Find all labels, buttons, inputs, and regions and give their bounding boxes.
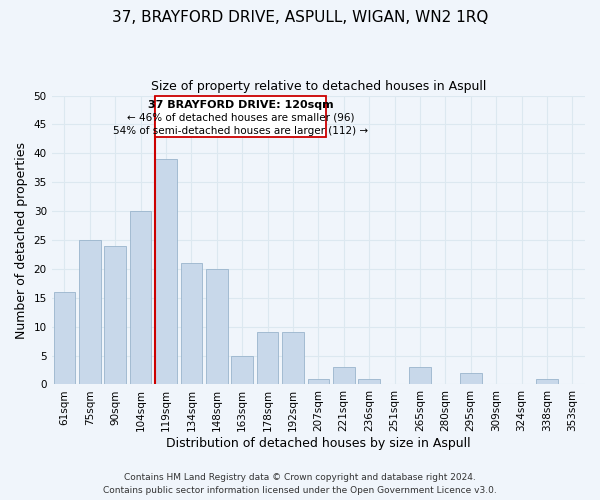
Bar: [181, 263, 202, 384]
Text: 37, BRAYFORD DRIVE, ASPULL, WIGAN, WN2 1RQ: 37, BRAYFORD DRIVE, ASPULL, WIGAN, WN2 1…: [112, 10, 488, 25]
Bar: [536, 378, 557, 384]
Text: ← 46% of detached houses are smaller (96): ← 46% of detached houses are smaller (96…: [127, 113, 355, 123]
Bar: [282, 332, 304, 384]
Bar: [333, 367, 355, 384]
Bar: [104, 246, 126, 384]
Bar: [308, 378, 329, 384]
X-axis label: Distribution of detached houses by size in Aspull: Distribution of detached houses by size …: [166, 437, 470, 450]
FancyBboxPatch shape: [155, 96, 326, 137]
Y-axis label: Number of detached properties: Number of detached properties: [15, 142, 28, 338]
Bar: [206, 269, 227, 384]
Text: 37 BRAYFORD DRIVE: 120sqm: 37 BRAYFORD DRIVE: 120sqm: [148, 100, 334, 110]
Bar: [79, 240, 101, 384]
Bar: [130, 211, 151, 384]
Bar: [257, 332, 278, 384]
Bar: [460, 373, 482, 384]
Text: 54% of semi-detached houses are larger (112) →: 54% of semi-detached houses are larger (…: [113, 126, 368, 136]
Bar: [232, 356, 253, 384]
Bar: [53, 292, 75, 384]
Text: Contains HM Land Registry data © Crown copyright and database right 2024.
Contai: Contains HM Land Registry data © Crown c…: [103, 474, 497, 495]
Bar: [155, 159, 177, 384]
Title: Size of property relative to detached houses in Aspull: Size of property relative to detached ho…: [151, 80, 486, 93]
Bar: [409, 367, 431, 384]
Bar: [358, 378, 380, 384]
